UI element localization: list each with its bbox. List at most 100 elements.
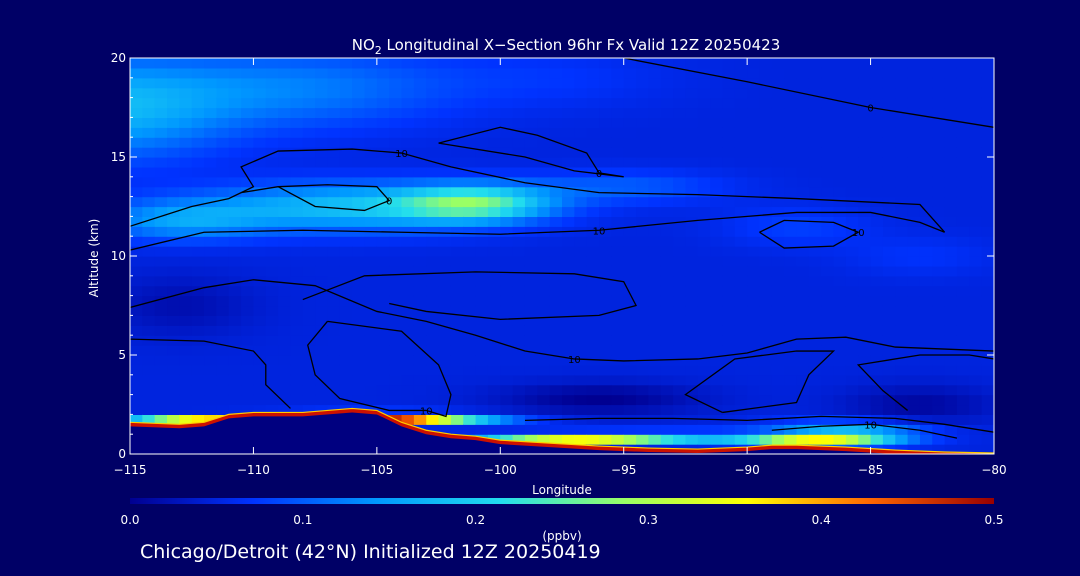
heatmap-cell [919,315,933,326]
heatmap-cell [438,295,452,307]
heatmap-cell [833,58,847,69]
heatmap-cell [697,147,711,158]
heatmap-cell [623,117,637,128]
heatmap-cell [253,157,267,168]
heatmap-cell [278,404,292,415]
heatmap-cell [648,87,662,99]
heatmap-cell [747,374,761,386]
heatmap-cell [339,384,353,396]
heatmap-cell [401,246,415,257]
heatmap-cell [636,374,649,386]
heatmap-cell [524,236,538,247]
heatmap-cell [586,67,600,79]
heatmap-cell [487,87,501,99]
heatmap-cell [722,67,736,79]
heatmap-cell [895,186,909,198]
heatmap-cell [228,256,242,267]
heatmap-cell [376,176,390,188]
heatmap-cell [562,374,575,386]
heatmap-cell [907,315,921,326]
heatmap-cell [882,186,896,198]
heatmap-cell [895,404,909,415]
heatmap-cell [956,176,970,188]
heatmap-cell [290,67,304,79]
heatmap-cell [845,147,859,158]
heatmap-cell [130,414,143,425]
heatmap-cell [142,345,156,356]
heatmap-cell [722,404,736,415]
heatmap-cell [302,157,316,168]
heatmap-cell [796,157,810,168]
heatmap-cell [636,137,649,148]
heatmap-cell [710,275,724,287]
heatmap-cell [956,67,970,79]
heatmap-cell [537,77,551,89]
heatmap-cell [895,335,909,346]
heatmap-cell [919,265,933,277]
heatmap-cell [204,275,217,287]
heatmap-cell [130,206,143,217]
heatmap-cell [413,137,427,148]
heatmap-cell [919,77,933,89]
heatmap-cell [636,87,649,99]
heatmap-cell [463,414,477,425]
heatmap-cell [648,226,662,237]
heatmap-cell [586,107,600,118]
heatmap-cell [759,256,773,267]
heatmap-cell [376,77,390,89]
heatmap-cell [265,345,279,356]
heatmap-cell [562,196,575,208]
heatmap-cell [438,147,452,158]
heatmap-cell [599,305,612,316]
heatmap-cell [562,166,575,178]
heatmap-cell [167,97,180,109]
heatmap-cell [191,275,205,287]
heatmap-cell [599,186,612,198]
heatmap-cell [858,246,872,257]
heatmap-cell [426,424,440,435]
heatmap-cell [673,345,687,356]
heatmap-cell [623,325,637,336]
heatmap-cell [562,77,575,89]
heatmap-cell [364,87,378,99]
heatmap-cell [438,345,452,356]
heatmap-cell [784,285,798,297]
heatmap-cell [685,345,699,356]
heatmap-cell [673,186,687,198]
heatmap-cell [574,265,588,277]
heatmap-cell [919,58,933,69]
heatmap-cell [870,265,884,277]
heatmap-cell [253,216,267,227]
heatmap-cell [302,58,316,69]
heatmap-cell [500,147,514,158]
heatmap-cell [512,394,526,406]
heatmap-cell [858,58,872,69]
heatmap-cell [771,246,785,257]
heatmap-cell [858,186,872,198]
heatmap-cell [500,196,514,208]
heatmap-cell [747,67,761,79]
heatmap-cell [623,58,637,69]
heatmap-cell [512,186,526,198]
heatmap-cell [944,374,958,386]
heatmap-cell [648,206,662,217]
heatmap-cell [586,127,600,138]
heatmap-cell [722,157,736,168]
heatmap-cell [167,186,180,198]
heatmap-cell [562,295,575,307]
heatmap-cell [352,77,366,89]
heatmap-cell [376,355,390,366]
heatmap-cell [315,67,329,79]
heatmap-cell [401,256,415,267]
heatmap-cell [241,325,255,336]
heatmap-cell [919,434,933,445]
heatmap-cell [648,424,662,435]
heatmap-cell [734,107,748,118]
heatmap-cell [376,305,390,316]
heatmap-cell [956,444,970,454]
heatmap-cell [747,58,761,69]
heatmap-cell [784,176,798,188]
heatmap-cell [895,295,909,307]
heatmap-cell [796,58,810,69]
heatmap-cell [450,355,464,366]
